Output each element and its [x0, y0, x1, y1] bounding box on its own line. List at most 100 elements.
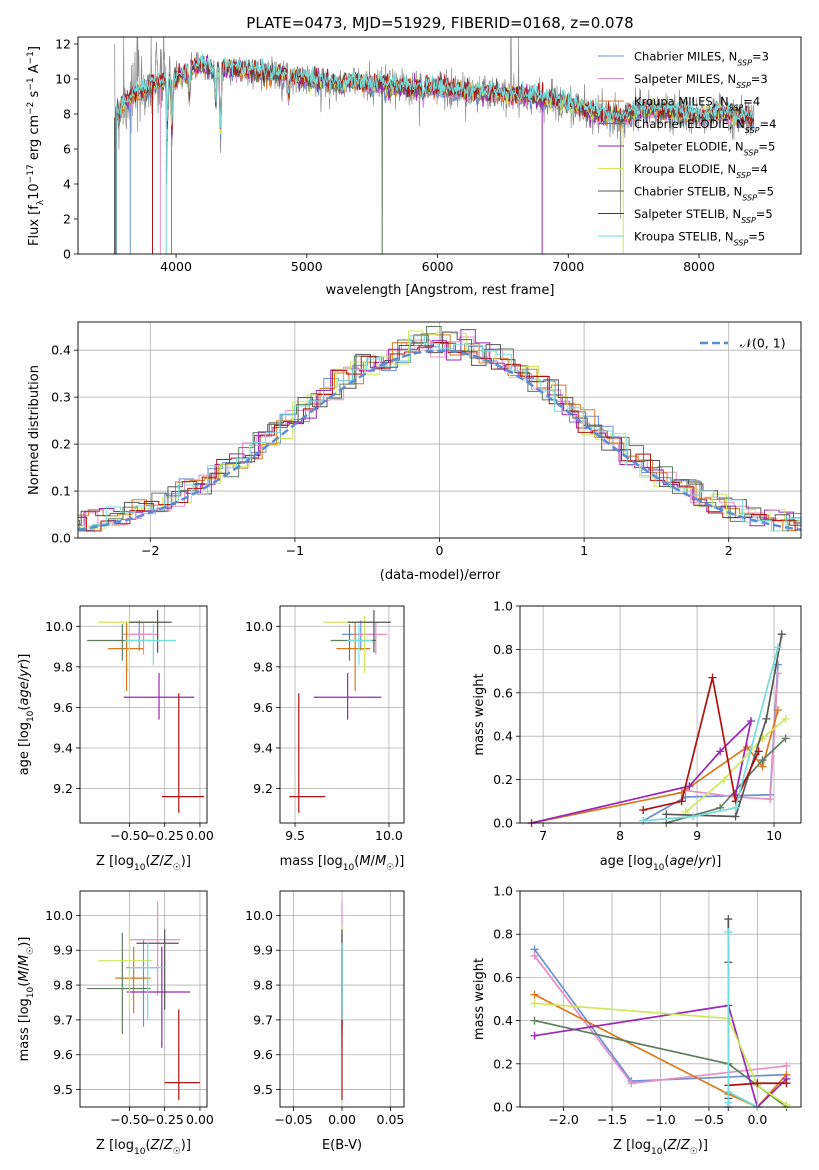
- y-tick-label: 0.0: [493, 816, 513, 831]
- weight-marker: [685, 782, 694, 791]
- weight-line: [534, 1004, 788, 1109]
- axes-frame: [519, 605, 802, 824]
- errorbar-point: [129, 610, 172, 653]
- y-axis-label: mass weight: [472, 958, 487, 1040]
- axis-label-part: (: [354, 854, 359, 869]
- histogram-step: [78, 336, 801, 526]
- weight-marker: [781, 714, 790, 723]
- axes-frame: [79, 605, 208, 824]
- weight-marker: [530, 951, 539, 960]
- y-tick-label: 0.4: [493, 1013, 513, 1028]
- weight-marker: [639, 816, 648, 825]
- x-axis-label: Z [log10(Z/Z☉)]: [613, 1138, 708, 1157]
- x-axis-label: age [log10(age/yr)]: [600, 854, 722, 873]
- x-tick-label: −0.5: [694, 1112, 724, 1127]
- legend-subscript: SSP: [745, 126, 760, 135]
- weight-line: [534, 993, 788, 1109]
- y-tick-label: 0.0: [51, 531, 71, 546]
- axis-label-part: )]: [394, 854, 404, 869]
- legend-suffix: =4: [743, 95, 760, 109]
- x-tick-label: 10: [766, 828, 782, 843]
- x-tick-label: 0.05: [377, 1112, 405, 1127]
- errorbar-point: [98, 925, 152, 1013]
- weight-marker: [781, 734, 790, 743]
- axis-label-part: λ: [36, 199, 46, 205]
- axis-label-part: −1: [26, 77, 36, 90]
- axis-label-part: (data-model)/error: [380, 568, 501, 583]
- y-tick-label: 8: [63, 107, 71, 122]
- axis-label-part: E(B-V): [322, 1138, 362, 1153]
- y-tick-label: 0.2: [51, 437, 71, 452]
- axis-label-part: 10: [27, 183, 42, 200]
- y-tick-label: 9.2: [253, 781, 273, 796]
- axis-label-part: 10: [26, 986, 36, 998]
- axis-label-part: (: [662, 1138, 667, 1153]
- legend-entry: 𝒩(0, 1): [740, 336, 786, 351]
- plot-area-weight_vs_age: [527, 630, 790, 827]
- axis-label-part: (: [17, 982, 32, 987]
- weight-line: [642, 677, 760, 811]
- x-tick-label: 8: [616, 828, 624, 843]
- errorbar-point: [136, 929, 179, 1010]
- y-axis-label: age [log10(age/yr)]: [17, 654, 36, 776]
- weight-marker: [731, 803, 740, 812]
- x-tick-label: −0.25: [146, 1112, 184, 1127]
- legend-label: Kroupa ELODIE, N: [634, 162, 736, 176]
- errorbar-point: [342, 620, 373, 651]
- x-axis-label: Z [log10(Z/Z☉)]: [96, 854, 191, 873]
- axis-label-part: mass [log: [17, 998, 32, 1061]
- y-tick-label: 10.0: [245, 908, 273, 923]
- weight-marker: [724, 1098, 733, 1107]
- weight-marker: [777, 630, 786, 639]
- x-tick-label: −1: [286, 543, 304, 558]
- y-tick-label: 4: [63, 177, 71, 192]
- axis-label-part: 10: [134, 863, 146, 873]
- weight-line: [534, 1019, 787, 1108]
- x-tick-label: 6000: [422, 259, 454, 274]
- weight-marker: [530, 999, 539, 1008]
- axis-label-part: 10: [653, 863, 665, 873]
- weight-marker: [753, 1079, 762, 1088]
- axis-label-part: age [log: [600, 854, 653, 869]
- axis-label-part: Z [log: [96, 1138, 134, 1153]
- y-tick-label: 12: [55, 37, 71, 52]
- weight-line: [643, 647, 779, 822]
- x-axis-label: mass [log10(M/M☉)]: [280, 854, 405, 873]
- y-tick-label: 9.9: [253, 943, 273, 958]
- legend-entry: Chabrier STELIB, NSSP=5: [634, 185, 774, 203]
- axis-label-part: Z: [163, 1138, 174, 1153]
- axis-label-part: −2: [26, 102, 36, 115]
- y-tick-label: 0: [63, 247, 71, 262]
- axis-label-part: A: [27, 64, 42, 77]
- weight-marker: [530, 1031, 539, 1040]
- weight-marker: [782, 1061, 791, 1070]
- y-tick-label: 9.7: [53, 1012, 73, 1027]
- axis-label-part: Flux [f: [27, 205, 42, 246]
- y-tick-label: 0.1: [51, 484, 71, 499]
- panel-age_vs_Z: −0.50−0.25 0.009.29.49.69.810.0Z [log10(Z…: [17, 605, 214, 873]
- legend-entry: Chabrier ELODIE, NSSP=4: [634, 117, 776, 135]
- errorbar-point: [289, 693, 326, 813]
- histogram-step: [78, 333, 801, 532]
- axis-label-part: M: [17, 970, 32, 981]
- axis-label-part: )]: [698, 1138, 708, 1153]
- weight-marker: [773, 643, 782, 652]
- axis-label-part: (: [664, 854, 669, 869]
- axes-frame: [279, 605, 405, 824]
- x-tick-label: 0: [436, 543, 444, 558]
- histogram-step: [78, 326, 801, 532]
- y-tick-label: 1.0: [493, 884, 513, 899]
- legend-subscript: SSP: [741, 216, 756, 225]
- axis-label-part: 10: [343, 863, 355, 873]
- axis-label-part: ☉: [173, 863, 181, 873]
- axis-label-part: Z: [680, 1138, 691, 1153]
- figure-title: PLATE=0473, MJD=51929, FIBERID=0168, z=0…: [246, 14, 633, 32]
- weight-marker: [724, 1087, 733, 1096]
- legend-entry: Kroupa STELIB, NSSP=5: [634, 230, 765, 248]
- plot-area-mass_vs_Z: [87, 901, 200, 1101]
- x-tick-label: 5000: [291, 259, 323, 274]
- errorbar-point: [108, 622, 144, 692]
- x-tick-label: 1: [580, 543, 588, 558]
- y-tick-label: 9.4: [253, 740, 273, 755]
- axis-label-part: /: [17, 676, 32, 681]
